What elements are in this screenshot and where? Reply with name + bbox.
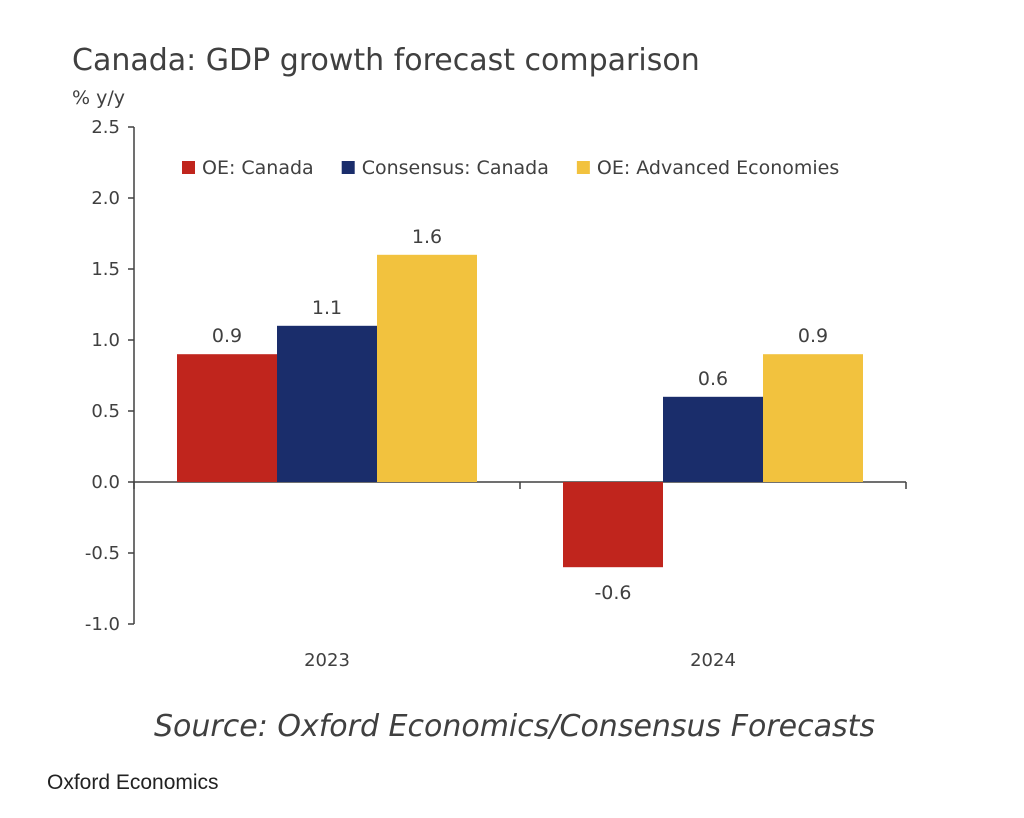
y-tick-label: -0.5 [85,543,120,564]
data-label: 1.1 [312,297,342,319]
y-tick-label: 2.5 [91,117,120,138]
bar-consensus-canada-2024 [663,396,763,482]
legend-swatch [341,161,355,174]
y-tick-label: -1.0 [85,614,120,635]
data-label: 1.6 [412,226,442,248]
chart-svg: Canada: GDP growth forecast comparison %… [72,43,907,744]
y-tick-label: 1.0 [91,330,120,351]
legend-swatch [182,161,195,174]
source-note: Source: Oxford Economics/Consensus Forec… [154,709,875,744]
y-tick-label: 2.0 [91,188,120,209]
legend-label: OE: Canada [202,157,314,179]
y-tick-label: 0.5 [91,401,120,422]
y-axis-unit-label: % y/y [72,87,125,109]
plot-area: 2.5 2.0 1.5 1.0 0.5 0.0 -0.5 -1.0 0.9 1.1 1.6 2023 -… [85,117,907,671]
bar-oe-advanced-economies-2023 [377,254,477,482]
bar-oe-canada-2024 [563,482,663,568]
bar-consensus-canada-2023 [277,325,377,482]
chart-title: Canada: GDP growth forecast comparison [72,43,700,78]
legend: OE: Canada Consensus: Canada OE: Advanced … [182,157,839,179]
legend-swatch [576,161,590,174]
y-tick-label: 1.5 [91,259,120,280]
x-category-label: 2023 [304,650,350,671]
x-category-label: 2024 [690,650,736,671]
y-tick-label: 0.0 [91,472,120,493]
data-label: 0.6 [698,368,728,390]
image-caption: Oxford Economics [47,771,219,794]
bar-oe-advanced-economies-2024 [763,354,863,482]
data-label: 0.9 [798,325,828,347]
data-label: 0.9 [212,325,242,347]
legend-label: Consensus: Canada [362,157,549,179]
data-label: -0.6 [594,582,631,604]
chart-figure: Canada: GDP growth forecast comparison %… [44,20,1004,760]
bar-oe-canada-2023 [177,354,277,482]
legend-label: OE: Advanced Economies [597,157,839,179]
